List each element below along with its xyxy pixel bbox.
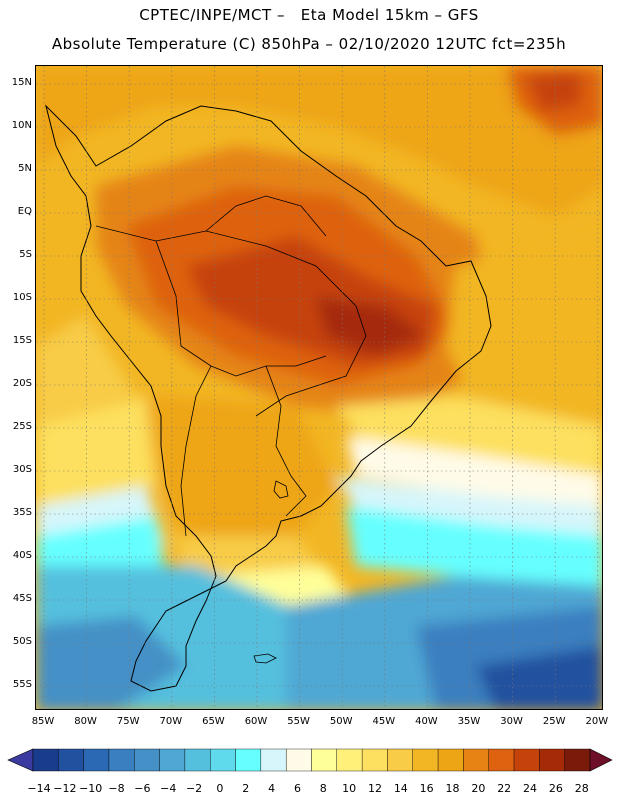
falkland-islands — [253, 653, 277, 664]
colorbar-tick-label: 2 — [242, 782, 250, 795]
lat-tick-label: 40S — [12, 550, 32, 561]
colorbar-tick-label: −2 — [185, 782, 203, 795]
colorbar-tick-label: 18 — [445, 782, 460, 795]
colorbar-swatch — [412, 748, 439, 772]
colorbar-tick-label: 4 — [268, 782, 276, 795]
lon-tick-label: 30W — [500, 716, 523, 727]
colorbar-tick-label: −10 — [79, 782, 103, 795]
colorbar-swatch — [387, 748, 413, 772]
lat-tick-label: 15S — [12, 335, 32, 346]
lat-tick-label: 20S — [12, 378, 32, 389]
temperature-map — [35, 65, 603, 710]
colorbar-under-arrow — [7, 748, 34, 772]
colorbar-tick-label: −12 — [53, 782, 77, 795]
lat-tick-label: 45S — [12, 593, 32, 604]
colorbar-tick-label: 28 — [574, 782, 589, 795]
colorbar-swatch — [564, 748, 591, 772]
lon-tick-label: 35W — [457, 716, 481, 727]
colorbar-swatch — [108, 748, 135, 772]
colorbar-tick-label: 22 — [497, 782, 512, 795]
colorbar-tick-label: 24 — [523, 782, 538, 795]
colorbar-swatch — [437, 748, 464, 772]
chart-title-line-1: CPTEC/INPE/MCT – Eta Model 15km – GFS — [139, 6, 479, 24]
colorbar-swatch — [260, 748, 287, 772]
colorbar-swatch — [311, 748, 338, 772]
colorbar-swatch — [210, 748, 236, 772]
colorbar-tick-label: 26 — [548, 782, 563, 795]
south-america-coastline — [45, 104, 492, 692]
chart-title-line-2: Absolute Temperature (C) 850hPa – 02/10/… — [51, 35, 567, 53]
colorbar-tick-label: 16 — [419, 782, 434, 795]
colorbar-swatch — [184, 748, 211, 772]
colorbar-swatch — [159, 748, 186, 772]
lake-outline — [273, 480, 289, 499]
lon-tick-label: 75W — [116, 716, 140, 727]
national-borders — [95, 195, 367, 537]
colorbar-tick-label: 20 — [471, 782, 486, 795]
colorbar-tick-label: 12 — [367, 782, 382, 795]
lon-tick-label: 55W — [287, 716, 310, 727]
lat-tick-label: 30S — [12, 464, 32, 475]
colorbar-swatch — [488, 748, 515, 772]
map-canvas — [36, 66, 602, 709]
colorbar-tick-label: 0 — [216, 782, 224, 795]
lat-tick-label: 50S — [12, 636, 32, 647]
colorbar-swatch — [513, 748, 540, 772]
colorbar — [7, 748, 613, 772]
lon-tick-label: 65W — [202, 716, 225, 727]
lat-tick-label: 5N — [18, 163, 32, 174]
colorbar-tick-label: −6 — [134, 782, 151, 795]
lon-tick-label: 45W — [372, 716, 396, 727]
lon-tick-label: 70W — [159, 716, 183, 727]
lon-tick-label: 40W — [415, 716, 438, 727]
lat-tick-label: 35S — [12, 507, 32, 518]
colorbar-swatch — [134, 748, 160, 772]
lat-tick-label: 5S — [19, 249, 32, 260]
colorbar-tick-label: 6 — [293, 782, 301, 795]
colorbar-swatch — [463, 748, 489, 772]
colorbar-swatch — [539, 748, 565, 772]
lon-tick-label: 25W — [542, 716, 566, 727]
lon-tick-label: 20W — [585, 716, 609, 727]
lon-tick-label: 80W — [74, 716, 97, 727]
colorbar-swatch — [32, 748, 59, 772]
lon-tick-label: 60W — [244, 716, 268, 727]
gridlines — [36, 66, 602, 709]
lon-tick-label: 50W — [329, 716, 353, 727]
lat-tick-label: 25S — [12, 421, 32, 432]
colorbar-tick-label: 10 — [342, 782, 357, 795]
colorbar-tick-label: −14 — [27, 782, 51, 795]
lat-tick-label: 10N — [11, 120, 32, 131]
colorbar-swatch — [336, 748, 363, 772]
colorbar-tick-label: −4 — [160, 782, 177, 795]
colorbar-over-arrow — [589, 748, 613, 772]
colorbar-swatch — [361, 748, 388, 772]
lat-tick-label: 15N — [11, 77, 32, 88]
colorbar-swatch — [235, 748, 262, 772]
colorbar-tick-label: 14 — [393, 782, 408, 795]
lat-tick-label: 10S — [12, 292, 32, 303]
lon-tick-label: 85W — [31, 716, 55, 727]
lat-tick-label: EQ — [17, 206, 32, 217]
colorbar-swatch — [58, 748, 84, 772]
colorbar-swatch — [83, 748, 110, 772]
lat-tick-label: 55S — [12, 679, 32, 690]
temperature-field — [36, 66, 602, 709]
colorbar-tick-label: 8 — [319, 782, 327, 795]
colorbar-tick-label: −8 — [108, 782, 125, 795]
colorbar-swatch — [285, 748, 312, 772]
